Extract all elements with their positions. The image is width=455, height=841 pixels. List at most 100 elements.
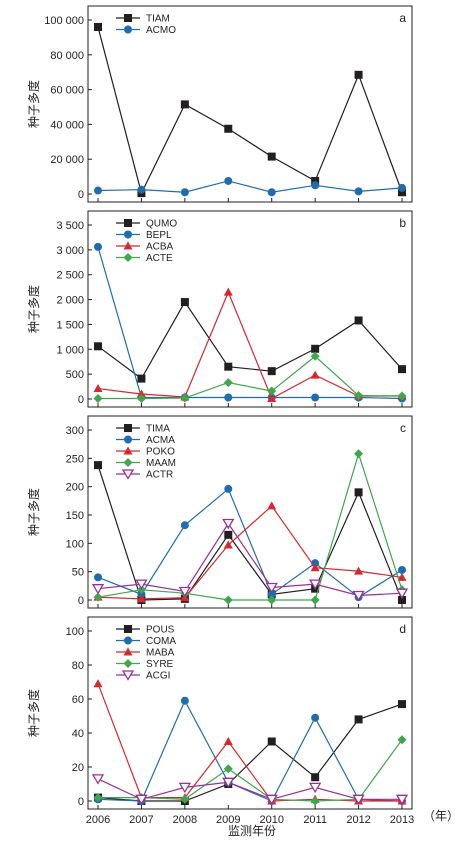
legend-label: ACMA bbox=[146, 435, 175, 446]
legend-label: TIAM bbox=[146, 14, 170, 25]
legend-label: BEPL bbox=[146, 230, 172, 241]
data-point bbox=[310, 563, 320, 572]
y-tick-label: 0 bbox=[78, 394, 84, 406]
legend-entry: ACTR bbox=[116, 469, 173, 481]
y-tick-label: 20 000 bbox=[50, 154, 84, 166]
data-point bbox=[94, 22, 102, 31]
data-point bbox=[352, 590, 365, 602]
series-ACTR bbox=[91, 518, 409, 602]
series-line bbox=[97, 778, 402, 800]
legend-label: QUMO bbox=[146, 219, 177, 230]
data-point bbox=[178, 586, 191, 598]
data-point bbox=[309, 782, 322, 794]
y-tick-label: 300 bbox=[66, 425, 84, 437]
data-point bbox=[224, 393, 233, 402]
data-point bbox=[91, 774, 105, 785]
data-point bbox=[223, 287, 233, 296]
data-point bbox=[267, 152, 276, 161]
data-point bbox=[267, 501, 277, 510]
data-point bbox=[397, 572, 407, 581]
data-point bbox=[93, 679, 103, 688]
panel-c: 0 50 100 150 200 250 300 种子多度 c TIMAACMAPOKOMAAMA… bbox=[26, 415, 413, 609]
data-point bbox=[136, 594, 146, 603]
data-point bbox=[354, 566, 364, 575]
legend-entry: ACMO bbox=[116, 25, 176, 36]
legend-marker bbox=[123, 446, 133, 455]
data-point bbox=[91, 584, 105, 595]
data-point bbox=[223, 737, 233, 745]
y-tick-label: 0 bbox=[78, 595, 84, 607]
y-tick-label: 1 000 bbox=[56, 344, 84, 356]
data-point bbox=[354, 391, 364, 401]
x-tick-label: 2008 bbox=[173, 814, 197, 826]
panel-a: 0 20 000 40 000 60 000 80 000 100 000 种子多度 a TIA… bbox=[26, 5, 413, 203]
series-ACBA bbox=[93, 287, 407, 403]
data-point bbox=[137, 590, 146, 599]
data-point bbox=[311, 393, 320, 402]
legend-marker bbox=[124, 219, 132, 227]
data-point bbox=[135, 794, 148, 806]
y-tick-label: 60 bbox=[72, 694, 84, 706]
series-POUS bbox=[94, 700, 406, 805]
legend-entry: POUS bbox=[116, 625, 175, 636]
data-point bbox=[310, 370, 320, 379]
data-point bbox=[265, 582, 278, 594]
legend-marker bbox=[124, 230, 132, 239]
data-point bbox=[311, 176, 320, 185]
data-point bbox=[354, 715, 363, 724]
legend-marker bbox=[121, 469, 135, 480]
legend-entry: TIAM bbox=[116, 14, 170, 25]
series-line bbox=[97, 464, 403, 601]
series-line bbox=[97, 703, 403, 802]
data-point bbox=[180, 696, 189, 705]
legend-label: MABA bbox=[146, 648, 175, 659]
x-axis-label: 监测年份 bbox=[228, 824, 276, 838]
data-point bbox=[267, 386, 277, 396]
data-point bbox=[223, 378, 233, 388]
series-line bbox=[97, 300, 403, 380]
data-point bbox=[222, 777, 235, 789]
legend-marker bbox=[123, 659, 133, 668]
y-axis-label: 种子多度 bbox=[26, 689, 41, 737]
panel-frame bbox=[87, 415, 413, 609]
data-point bbox=[398, 700, 406, 709]
y-axis-label: 种子多度 bbox=[26, 285, 41, 333]
series-COMA bbox=[94, 696, 406, 805]
legend-entry: TIMA bbox=[116, 424, 170, 435]
data-point bbox=[136, 394, 146, 404]
data-point bbox=[224, 176, 233, 185]
y-tick-label: 80 bbox=[72, 660, 84, 672]
data-point bbox=[224, 362, 233, 371]
legend-entry: QUMO bbox=[116, 219, 177, 230]
data-point bbox=[137, 374, 146, 383]
data-point bbox=[137, 185, 146, 194]
data-point bbox=[310, 351, 320, 361]
legend-marker bbox=[124, 625, 132, 633]
series-line bbox=[98, 355, 403, 400]
data-point bbox=[310, 796, 320, 806]
y-tick-label: 40 000 bbox=[50, 119, 84, 131]
legend-marker bbox=[124, 25, 132, 34]
data-point bbox=[224, 530, 233, 539]
data-point bbox=[223, 764, 233, 774]
series-line bbox=[97, 26, 403, 195]
data-point bbox=[180, 298, 189, 307]
panel-b: 0 500 1 000 1 500 2 000 2 500 3 000 3 500 种子多度 b Q… bbox=[26, 210, 413, 408]
series-line bbox=[97, 699, 403, 802]
data-point bbox=[94, 342, 102, 351]
legend-label: ACMO bbox=[146, 25, 176, 36]
y-tick-label: 20 bbox=[72, 762, 84, 774]
data-point bbox=[354, 316, 363, 325]
data-point bbox=[180, 794, 190, 804]
y-axis-label: 种子多度 bbox=[26, 80, 41, 128]
data-point bbox=[136, 389, 146, 398]
data-point bbox=[398, 565, 406, 574]
y-tick-label: 150 bbox=[66, 510, 84, 522]
y-tick-label: 1 500 bbox=[56, 319, 84, 331]
data-point bbox=[309, 579, 322, 590]
legend-entry: COMA bbox=[116, 636, 176, 647]
y-tick-label: 50 bbox=[72, 567, 84, 579]
legend-entry: MAAM bbox=[116, 458, 176, 469]
